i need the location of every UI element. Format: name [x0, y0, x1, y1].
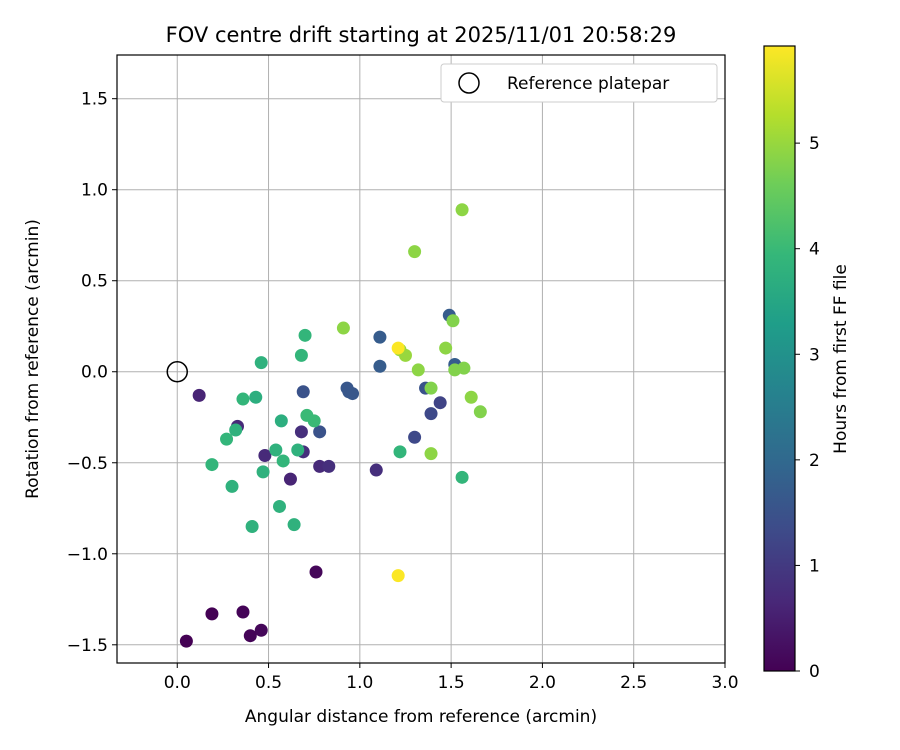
- y-tick-label: −0.5: [67, 454, 108, 474]
- data-point: [346, 387, 360, 401]
- colorbar-tick-label: 4: [809, 240, 820, 260]
- data-point: [236, 605, 250, 619]
- colorbar: 0 1 2 3 4 5 Hours from first FF file: [763, 45, 851, 682]
- data-point: [336, 321, 350, 335]
- data-point: [455, 203, 469, 217]
- y-tick-label: 1.0: [81, 181, 108, 201]
- data-point: [243, 629, 257, 643]
- y-tick-label: 0.5: [81, 272, 108, 292]
- y-tick-label: 0.0: [81, 363, 108, 383]
- data-point: [294, 425, 308, 439]
- chart-title: FOV centre drift starting at 2025/11/01 …: [166, 23, 677, 47]
- data-point: [307, 414, 321, 428]
- data-point: [373, 330, 387, 344]
- legend: Reference platepar: [440, 63, 718, 103]
- data-point: [391, 569, 405, 583]
- data-point: [287, 518, 301, 532]
- data-point: [236, 392, 250, 406]
- y-tick-label: −1.0: [67, 545, 108, 565]
- data-point: [313, 425, 327, 439]
- data-point: [276, 454, 290, 468]
- y-tick-label: 1.5: [81, 90, 108, 110]
- data-point: [274, 414, 288, 428]
- x-tick-label: 2.5: [620, 673, 647, 693]
- data-point: [272, 499, 286, 513]
- y-axis-label: Rotation from reference (arcmin): [23, 219, 43, 499]
- colorbar-frame: [763, 45, 796, 672]
- data-point: [391, 341, 405, 355]
- data-point: [220, 432, 234, 446]
- colorbar-tick-label: 3: [809, 345, 820, 365]
- colorbar-ticks: 0 1 2 3 4 5: [795, 134, 820, 682]
- data-point: [258, 448, 272, 462]
- data-point: [433, 396, 447, 410]
- colorbar-tick-label: 1: [809, 556, 820, 576]
- data-point: [192, 388, 206, 402]
- data-point: [225, 479, 239, 493]
- data-point: [439, 341, 453, 355]
- data-point: [254, 623, 268, 637]
- data-point: [455, 470, 469, 484]
- data-point: [369, 463, 383, 477]
- data-point: [205, 607, 219, 621]
- data-point: [291, 443, 305, 457]
- data-point: [229, 423, 243, 437]
- data-point: [296, 385, 310, 399]
- x-axis-label: Angular distance from reference (arcmin): [245, 707, 597, 727]
- reference-point-marker: [166, 360, 189, 383]
- data-point: [446, 314, 460, 328]
- data-point: [464, 390, 478, 404]
- y-tick-label: −1.5: [67, 636, 108, 656]
- axis-ticks: 0.0 0.5 1.0 1.5 2.0 2.5 3.0 −1.5 −1.0 −0.5 0.0 0.5 1…: [67, 90, 739, 693]
- x-tick-label: 0.5: [255, 673, 282, 693]
- colorbar-tick-label: 0: [809, 662, 820, 682]
- x-tick-label: 1.0: [346, 673, 373, 693]
- grid: [117, 55, 726, 663]
- plot-frame: [116, 54, 726, 664]
- data-point: [424, 447, 438, 461]
- scatter-points: [179, 203, 487, 648]
- data-point: [309, 565, 323, 579]
- data-point: [424, 407, 438, 421]
- legend-marker-icon: [458, 72, 480, 94]
- data-point: [424, 381, 438, 395]
- data-point: [254, 356, 268, 370]
- data-point: [256, 465, 270, 479]
- data-point: [408, 430, 422, 444]
- data-point: [313, 459, 327, 473]
- x-tick-label: 2.0: [529, 673, 556, 693]
- x-tick-label: 1.5: [438, 673, 465, 693]
- data-point: [269, 443, 283, 457]
- data-point: [294, 348, 308, 362]
- data-point: [373, 359, 387, 373]
- data-point: [322, 459, 336, 473]
- data-point: [393, 445, 407, 459]
- data-point: [249, 390, 263, 404]
- data-point: [283, 472, 297, 486]
- data-point: [457, 361, 471, 375]
- data-point: [298, 328, 312, 342]
- legend-entry-reference-platepar: Reference platepar: [507, 74, 669, 94]
- data-point: [245, 519, 259, 533]
- x-tick-label: 3.0: [711, 673, 738, 693]
- legend-box: [440, 63, 718, 103]
- colorbar-gradient: [764, 46, 795, 671]
- data-point: [473, 405, 487, 419]
- colorbar-tick-label: 2: [809, 451, 820, 471]
- data-point: [408, 245, 422, 259]
- x-tick-label: 0.0: [164, 673, 191, 693]
- colorbar-label: Hours from first FF file: [831, 264, 851, 454]
- data-point: [179, 634, 193, 648]
- data-point: [205, 458, 219, 472]
- colorbar-tick-label: 5: [809, 134, 820, 154]
- data-point: [411, 363, 425, 377]
